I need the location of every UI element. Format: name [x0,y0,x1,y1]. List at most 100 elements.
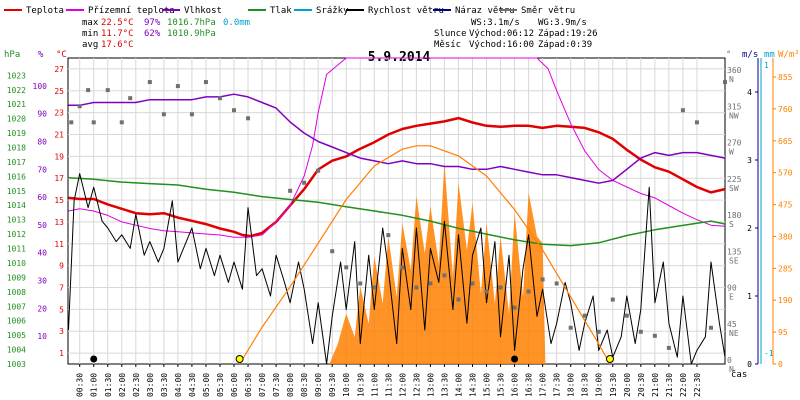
time-tick-label: 02:30 [132,373,141,397]
time-tick-label: 19:00 [595,373,604,397]
wm2-tick-label: 190 [778,296,793,305]
wind-direction-point [526,289,531,294]
marker-layer [90,355,614,363]
info-block: WS:3.1m/s WG:3.9m/s Slunce Východ:06:12 … [434,18,598,50]
wind-direction-point [189,112,194,117]
mm-tick-label: -1 [764,349,774,358]
pct-tick-label: 30 [37,277,47,286]
ms-tick-label: 0 [747,360,752,369]
hpa-tick-label: 1003 [7,360,26,369]
hpa-tick-label: 1011 [7,245,26,254]
legend-label-1: Přízemní teplota [88,6,175,16]
time-tick-label: 17:30 [553,373,562,397]
unit-pct: % [38,50,44,60]
time-tick-label: 18:30 [581,373,590,397]
wind-direction-point [442,273,447,278]
wind-direction-point [175,84,180,89]
pct-tick-label: 50 [37,221,47,230]
moon-marker [90,355,98,363]
legend-label-4: Srážky [316,6,349,16]
pct-tick-label: 90 [37,110,47,119]
deg-tick-label: 225 [727,175,742,184]
wind-direction-point [86,88,91,93]
wind-direction-point [414,285,419,290]
wind-direction-point [232,108,237,113]
dir-tick-label: W [729,148,734,157]
deg-tick-label: 270 [727,139,742,148]
time-tick-label: 16:30 [525,373,534,397]
ms-tick-label: 3 [747,156,752,165]
time-tick-label: 15:00 [483,373,492,397]
time-tick-label: 05:30 [216,373,225,397]
time-tick-label: 02:00 [118,373,127,397]
temp-tick-label: 7 [59,284,64,293]
wind-direction-point [77,104,82,109]
stats-max-hum: 97% [144,18,161,28]
wind-direction-point [666,345,671,350]
hpa-tick-label: 1020 [7,115,26,124]
wind-direction-point [386,233,391,238]
hpa-tick-label: 1018 [7,143,26,152]
wind-direction-point [723,80,727,85]
wind-direction-point [91,120,96,125]
hpa-tick-label: 1005 [7,331,26,340]
time-tick-label: 05:00 [202,373,211,397]
time-tick-label: 09:00 [314,373,323,397]
sun-label: Slunce [434,29,467,39]
wind-direction-point [540,277,545,282]
sun-marker [605,355,614,363]
temp-tick-label: 27 [54,65,64,74]
time-axis: 00:30 01:00 01:30 02:00 02:30 03:00 03:30 04:00… [76,364,702,397]
time-tick-label: 22:00 [679,373,688,397]
wind-direction-point [372,285,377,290]
stats-min-press: 1010.9hPa [167,29,216,39]
wm2-tick-label: 665 [778,137,793,146]
ms-tick-label: 1 [747,292,752,301]
temp-tick-label: 15 [54,196,64,205]
time-tick-label: 14:00 [454,373,463,397]
ms-tick-label: 4 [747,88,752,97]
wind-direction-point [484,289,489,294]
dir-tick-label: NW [729,111,739,120]
wind-direction-point [161,112,166,117]
pct-tick-label: 70 [37,165,47,174]
wm2-tick-label: 285 [778,264,793,273]
dir-tick-label: SE [729,256,739,265]
wind-direction-point [470,281,475,286]
hpa-tick-label: 1017 [7,158,26,167]
dir-tick-label: NE [729,329,739,338]
series-0-line [68,116,726,238]
wind-direction-point [582,313,587,318]
deg-tick-label: 0 [727,356,732,365]
stats-max-press: 1016.7hPa [167,18,216,28]
time-tick-label: 16:00 [511,373,520,397]
series-solar-measured [329,162,546,364]
pct-tick-label: 20 [37,304,47,313]
hpa-tick-label: 1004 [7,346,26,355]
legend-label-2: Vlhkost [184,6,222,16]
time-tick-label: 10:00 [342,373,351,397]
legend-label-5: Rychlost větru [368,6,444,16]
time-tick-label: 01:30 [104,373,113,397]
wind-direction-point [512,305,517,310]
time-tick-label: 15:30 [497,373,506,397]
grid [68,58,725,364]
time-tick-label: 06:30 [244,373,253,397]
time-tick-label: 08:30 [300,373,309,397]
series-3-line [68,177,726,247]
wind-gust-avg: WG:3.9m/s [538,18,587,28]
wm2-tick-label: 0 [778,360,783,369]
series-layer [68,57,727,365]
hpa-tick-label: 1014 [7,201,26,210]
time-tick-label: 00:30 [76,373,85,397]
ms-tick-label: 2 [747,224,752,233]
time-tick-label: 10:30 [356,373,365,397]
time-tick-label: 11:30 [384,373,393,397]
series-4-line [68,173,726,365]
deg-tick-label: 135 [727,247,742,256]
wind-direction-point [400,265,405,270]
wm2-tick-label: 475 [778,201,793,210]
pct-tick-label: 100 [33,82,48,91]
wind-direction-point [554,281,559,286]
wind-direction-point [694,120,699,125]
